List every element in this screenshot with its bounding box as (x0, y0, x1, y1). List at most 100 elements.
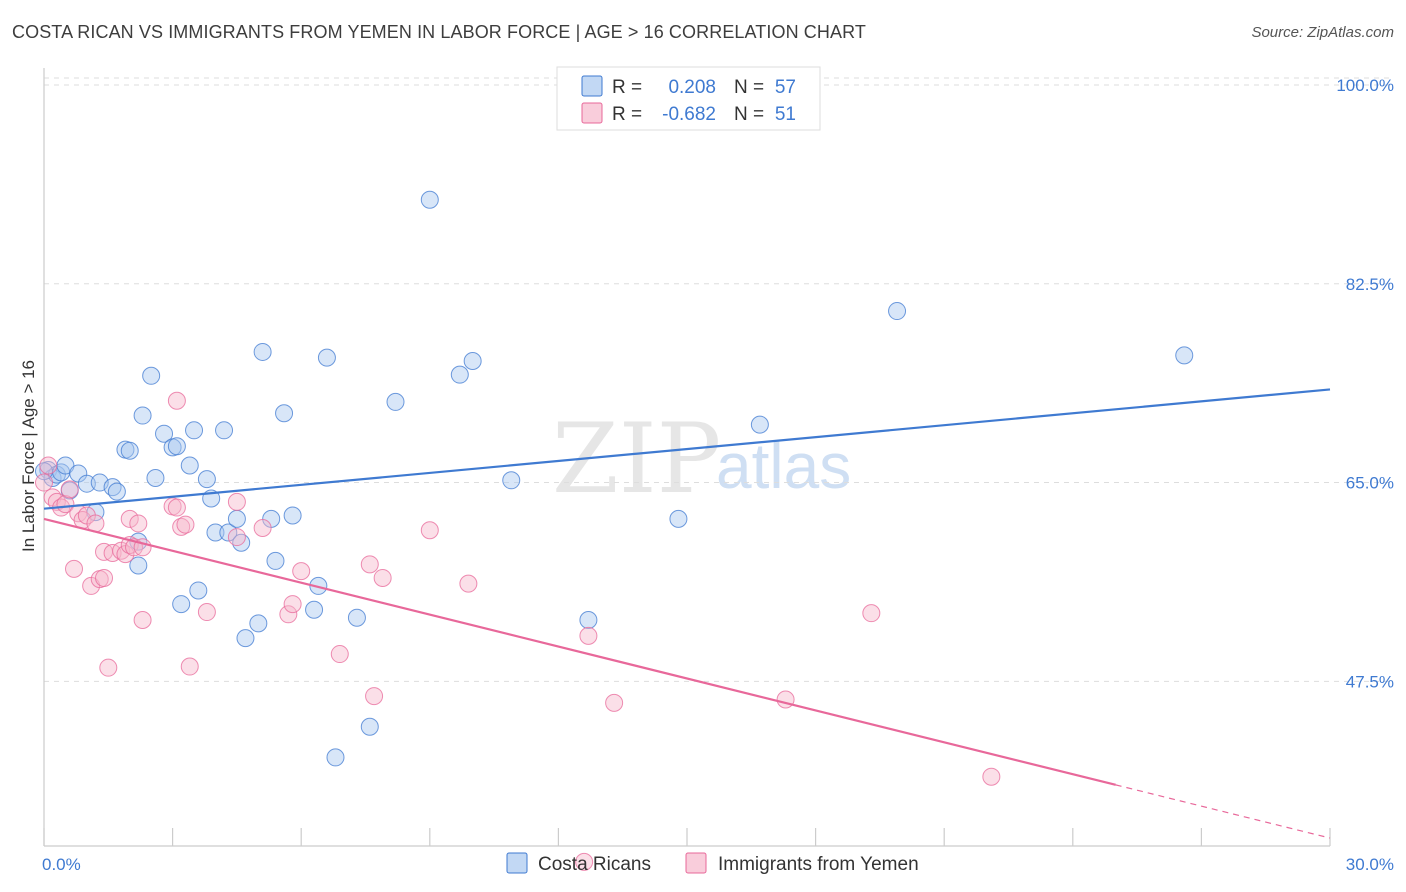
point-costa-rican (1175, 346, 1194, 365)
point-yemen (605, 693, 624, 712)
point-costa-rican (750, 415, 769, 434)
y-tick-label: 65.0% (1346, 474, 1394, 493)
point-yemen (579, 626, 598, 645)
point-costa-rican (275, 404, 294, 423)
legend-swatch-blue (581, 75, 603, 97)
gridlines (44, 77, 1394, 682)
y-tick-label: 100.0% (1336, 76, 1394, 95)
point-yemen (373, 568, 392, 587)
correlation-legend: R = 0.208 N = 57 R = -0.682 N = 51 (556, 66, 821, 131)
point-costa-rican (120, 441, 139, 460)
point-yemen (167, 391, 186, 410)
x-tick-label-min: 0.0% (42, 855, 81, 874)
trend-line-costa-ricans (43, 388, 1331, 510)
source-credit: Source: ZipAtlas.com (1251, 24, 1394, 41)
bottom-legend-swatch-pink (685, 852, 707, 874)
point-yemen (95, 568, 114, 587)
legend-r-label-2: R = (612, 104, 642, 125)
legend-n-value-2: 51 (775, 104, 796, 125)
point-costa-rican (236, 629, 255, 648)
y-axis-tick-labels: 47.5% 65.0% 82.5% 100.0% (1336, 76, 1394, 691)
trend-line-yemen-extrapolated (1115, 784, 1331, 839)
point-costa-rican (146, 469, 165, 488)
point-costa-rican (579, 610, 598, 629)
point-yemen (35, 473, 53, 492)
legend-n-label-1: N = (734, 77, 764, 98)
point-yemen (330, 645, 349, 664)
point-yemen (65, 559, 84, 578)
point-yemen (129, 514, 148, 533)
legend-r-value-2: -0.682 (662, 104, 716, 125)
point-yemen (227, 528, 246, 547)
point-yemen (39, 456, 58, 475)
point-costa-rican (167, 437, 186, 456)
trend-lines (43, 388, 1331, 839)
legend-n-value-1: 57 (775, 77, 796, 98)
series-legend: Costa Ricans Immigrants from Yemen (506, 852, 919, 875)
chart-title: COSTA RICAN VS IMMIGRANTS FROM YEMEN IN … (12, 22, 866, 42)
point-costa-rican (180, 456, 199, 475)
point-yemen (360, 555, 379, 574)
point-yemen (197, 603, 216, 622)
point-costa-rican (669, 509, 688, 528)
point-costa-rican (502, 471, 521, 490)
legend-r-value-1: 0.208 (668, 77, 716, 98)
point-costa-rican (326, 748, 345, 767)
watermark-atlas: atlas (716, 430, 851, 502)
point-yemen (180, 657, 199, 676)
point-costa-rican (249, 614, 268, 633)
x-tick-label-max: 30.0% (1346, 855, 1394, 874)
point-costa-rican (386, 392, 405, 411)
point-costa-rican (450, 365, 469, 384)
bottom-legend-label-yemen: Immigrants from Yemen (718, 854, 919, 875)
point-costa-rican (155, 424, 174, 443)
point-costa-rican (283, 506, 302, 525)
bottom-legend-swatch-blue (506, 852, 528, 874)
point-costa-rican (317, 348, 336, 367)
point-yemen (279, 605, 298, 624)
point-yemen (60, 480, 79, 499)
point-costa-rican (266, 551, 285, 570)
point-yemen (982, 767, 1001, 786)
point-yemen (120, 509, 139, 528)
point-costa-rican (888, 302, 907, 321)
point-costa-rican (463, 352, 482, 371)
point-costa-rican (77, 474, 96, 493)
point-yemen (227, 492, 246, 511)
point-yemen (167, 498, 186, 517)
series-costa-ricans-points (35, 190, 1194, 767)
point-costa-rican (347, 608, 366, 627)
point-yemen (365, 687, 384, 706)
point-costa-rican (129, 556, 148, 575)
point-yemen (56, 495, 75, 514)
point-yemen (420, 521, 439, 540)
point-costa-rican (253, 342, 272, 361)
point-yemen (99, 658, 118, 677)
point-costa-rican (420, 190, 439, 209)
point-yemen (133, 610, 152, 629)
y-tick-label: 82.5% (1346, 275, 1394, 294)
point-yemen (292, 562, 311, 581)
point-costa-rican (219, 523, 238, 542)
point-yemen (253, 518, 272, 537)
point-yemen (575, 852, 594, 871)
legend-n-label-2: N = (734, 104, 764, 125)
point-yemen (459, 574, 478, 593)
point-yemen (283, 595, 302, 614)
legend-swatch-pink (581, 102, 603, 124)
legend-r-label-1: R = (612, 77, 642, 98)
point-costa-rican (206, 523, 225, 542)
point-costa-rican (107, 482, 126, 501)
point-costa-rican (227, 509, 246, 528)
point-costa-rican (133, 406, 152, 425)
point-costa-rican (142, 366, 161, 385)
series-yemen-points (35, 391, 1001, 871)
y-tick-label: 47.5% (1346, 672, 1394, 691)
point-costa-rican (197, 470, 216, 489)
trend-line-yemen (43, 517, 1116, 786)
bottom-legend-label-costa-ricans: Costa Ricans (538, 854, 651, 875)
y-axis-label: In Labor Force | Age > 16 (19, 360, 38, 552)
point-costa-rican (305, 600, 324, 619)
point-costa-rican (360, 717, 379, 736)
